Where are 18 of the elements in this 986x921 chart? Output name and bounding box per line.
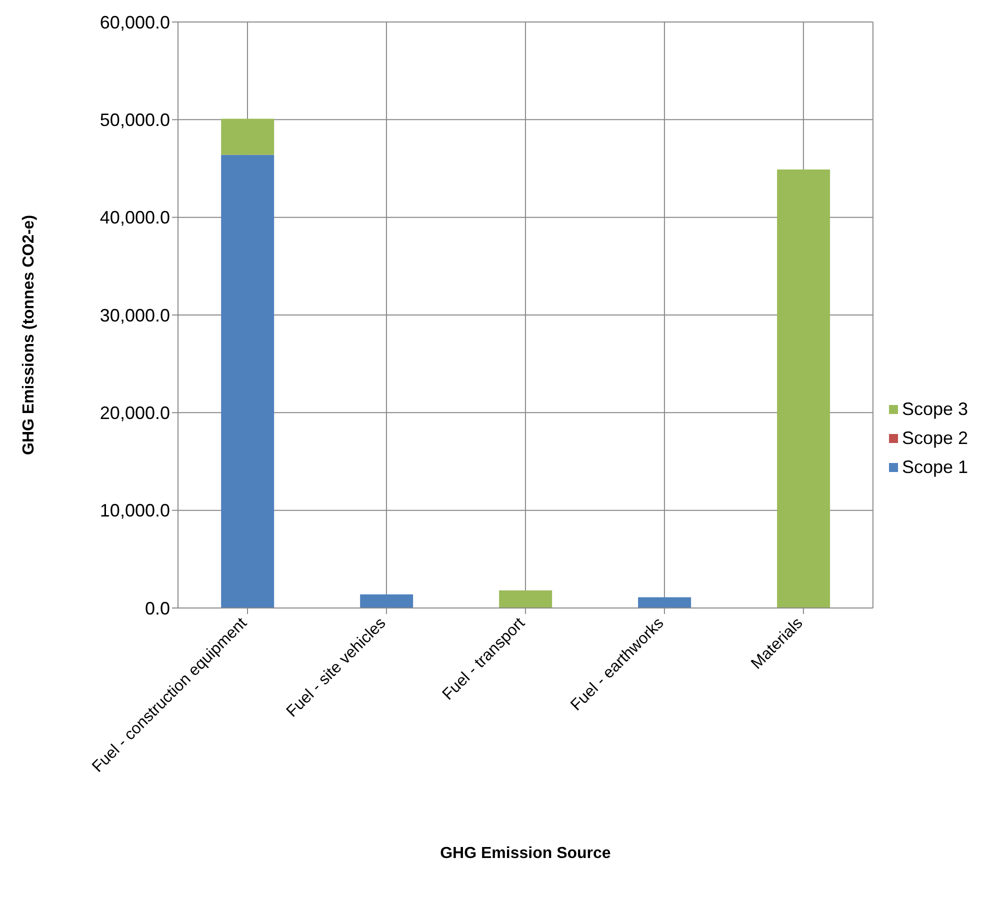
y-axis-title: GHG Emissions (tonnes CO2-e) <box>20 214 38 455</box>
bar <box>360 594 414 608</box>
y-tick-label: 30,000.0 <box>100 305 170 326</box>
legend-label: Scope 2 <box>902 428 968 448</box>
bar <box>221 118 274 155</box>
y-tick-label: 10,000.0 <box>100 500 170 521</box>
legend-label: Scope 1 <box>902 456 968 478</box>
y-tick-label: 50,000.0 <box>100 110 170 130</box>
bar <box>638 597 692 608</box>
y-tick-label: 60,000.0 <box>100 12 170 32</box>
y-tick-label: 20,000.0 <box>100 403 170 424</box>
legend-label: Scope 3 <box>902 398 968 420</box>
y-tick-label: 0.0 <box>144 598 170 618</box>
bar <box>221 154 274 608</box>
bar <box>777 169 830 608</box>
y-tick-label: 40,000.0 <box>100 208 170 228</box>
x-axis-title: GHG Emission Source <box>440 845 611 862</box>
bar <box>499 590 552 608</box>
